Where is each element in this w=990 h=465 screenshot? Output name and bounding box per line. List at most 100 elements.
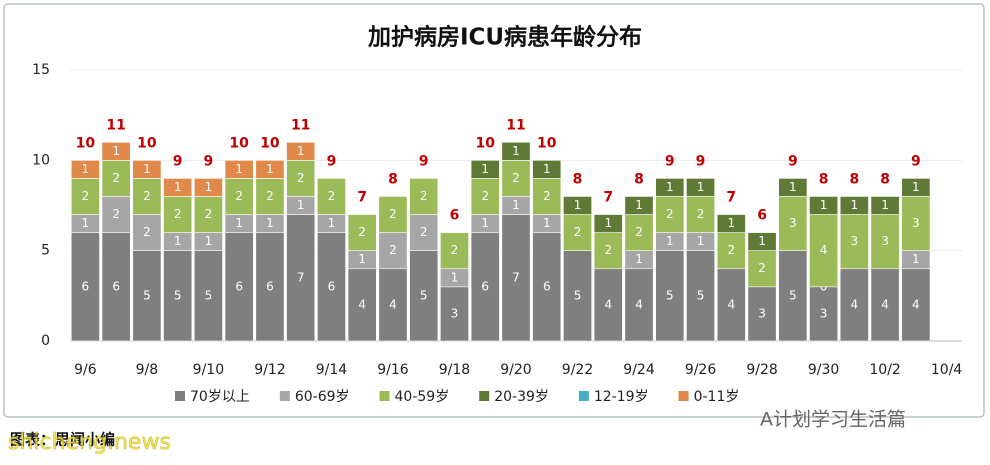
legend-label: 0-11岁 bbox=[694, 389, 740, 405]
bar-segment bbox=[70, 178, 100, 215]
bar-segment bbox=[255, 160, 285, 179]
x-tick-label: 9/20 bbox=[500, 362, 531, 378]
segment-label: 2 bbox=[328, 189, 336, 203]
bar-segment bbox=[470, 232, 500, 342]
segment-label: 1 bbox=[174, 234, 182, 248]
bar-segment bbox=[809, 286, 839, 342]
segment-label: 2 bbox=[205, 207, 213, 221]
bar-segment bbox=[163, 178, 193, 197]
bar-segment bbox=[132, 178, 162, 215]
segment-label: 1 bbox=[358, 252, 366, 266]
segment-label: 2 bbox=[112, 207, 120, 221]
segment-label: 1 bbox=[604, 216, 612, 230]
x-tick-label: 9/10 bbox=[193, 362, 224, 378]
bar-segment bbox=[686, 250, 716, 342]
segment-label: 3 bbox=[912, 216, 920, 230]
total-label: 6 bbox=[450, 208, 460, 224]
segment-label: 1 bbox=[205, 180, 213, 194]
y-tick-label: 15 bbox=[32, 62, 50, 78]
segment-label: 2 bbox=[727, 243, 735, 257]
total-label: 6 bbox=[757, 208, 767, 224]
bar-segment bbox=[101, 232, 131, 342]
segment-label: 1 bbox=[666, 234, 674, 248]
segment-label: 2 bbox=[758, 261, 766, 275]
total-label: 9 bbox=[204, 153, 214, 169]
segment-label: 1 bbox=[297, 198, 305, 212]
segment-label: 2 bbox=[112, 171, 120, 185]
bar-segment bbox=[593, 214, 623, 233]
segment-label: 3 bbox=[820, 306, 828, 320]
bar-segment bbox=[747, 232, 777, 251]
bar-segment bbox=[132, 160, 162, 179]
segment-label: 4 bbox=[635, 297, 643, 311]
bar-segment bbox=[378, 196, 408, 233]
legend-swatch bbox=[175, 391, 185, 401]
segment-label: 1 bbox=[543, 216, 551, 230]
bar-segment bbox=[347, 214, 377, 251]
total-label: 8 bbox=[819, 171, 829, 187]
bar-segment bbox=[778, 196, 808, 251]
segment-label: 5 bbox=[666, 288, 674, 302]
y-tick-label: 0 bbox=[41, 333, 50, 349]
total-label: 9 bbox=[665, 153, 675, 169]
bar-segment bbox=[163, 196, 193, 233]
x-tick-label: 9/28 bbox=[746, 362, 777, 378]
bar-segment bbox=[901, 196, 931, 251]
segment-label: 1 bbox=[174, 180, 182, 194]
total-label: 10 bbox=[260, 135, 280, 151]
bar-segment bbox=[839, 268, 869, 342]
bar-segment bbox=[809, 196, 839, 215]
bar-segment bbox=[686, 178, 716, 197]
legend-label: 70岁以上 bbox=[190, 389, 250, 405]
watermark: shicheng.news bbox=[8, 430, 171, 455]
x-tick-label: 9/16 bbox=[377, 362, 409, 378]
segment-label: 5 bbox=[420, 288, 428, 302]
bar-segment bbox=[655, 196, 685, 233]
segment-label: 1 bbox=[235, 216, 243, 230]
segment-label: 2 bbox=[481, 189, 489, 203]
segment-label: 1 bbox=[266, 216, 274, 230]
bar-segment bbox=[224, 178, 254, 215]
bar-segment bbox=[286, 214, 316, 342]
bar-segment bbox=[347, 268, 377, 342]
segment-label: 2 bbox=[420, 225, 428, 239]
legend-label: 40-59岁 bbox=[395, 389, 450, 405]
segment-label: 4 bbox=[727, 297, 735, 311]
bar-segment bbox=[563, 214, 592, 251]
segment-label: 2 bbox=[697, 207, 705, 221]
bar-segment bbox=[563, 250, 592, 342]
segment-label: 4 bbox=[820, 243, 828, 257]
bar-segment bbox=[778, 178, 808, 197]
bar-segment bbox=[409, 250, 439, 342]
bar-segment bbox=[747, 250, 777, 288]
segment-label: 1 bbox=[543, 162, 551, 176]
total-label: 9 bbox=[327, 153, 337, 169]
segment-label: 3 bbox=[451, 306, 459, 320]
total-label: 10 bbox=[537, 135, 557, 151]
segment-label: 1 bbox=[666, 180, 674, 194]
y-tick-label: 5 bbox=[41, 243, 50, 259]
segment-label: 1 bbox=[881, 198, 889, 212]
bar-segment bbox=[563, 196, 592, 215]
bar-segment bbox=[132, 250, 162, 342]
bar-segment bbox=[532, 232, 562, 342]
segment-label: 6 bbox=[543, 279, 551, 293]
segment-label: 6 bbox=[82, 279, 90, 293]
legend-label: 60-69岁 bbox=[295, 389, 350, 405]
segment-label: 2 bbox=[143, 189, 151, 203]
segment-label: 1 bbox=[697, 234, 705, 248]
bar-segment bbox=[193, 196, 223, 233]
bar-segment bbox=[70, 160, 100, 179]
bar-segment bbox=[132, 214, 162, 251]
segment-label: 5 bbox=[697, 288, 705, 302]
segment-label: 2 bbox=[174, 207, 182, 221]
bar-segment bbox=[316, 178, 346, 215]
segment-label: 1 bbox=[851, 198, 859, 212]
total-label: 8 bbox=[880, 171, 890, 187]
chart-title: 加护病房ICU病患年龄分布 bbox=[367, 24, 642, 51]
segment-label: 1 bbox=[481, 162, 489, 176]
bar-segment bbox=[193, 178, 223, 197]
segment-label: 1 bbox=[112, 144, 120, 158]
legend-swatch bbox=[578, 391, 589, 401]
x-tick-label: 9/6 bbox=[74, 362, 97, 378]
